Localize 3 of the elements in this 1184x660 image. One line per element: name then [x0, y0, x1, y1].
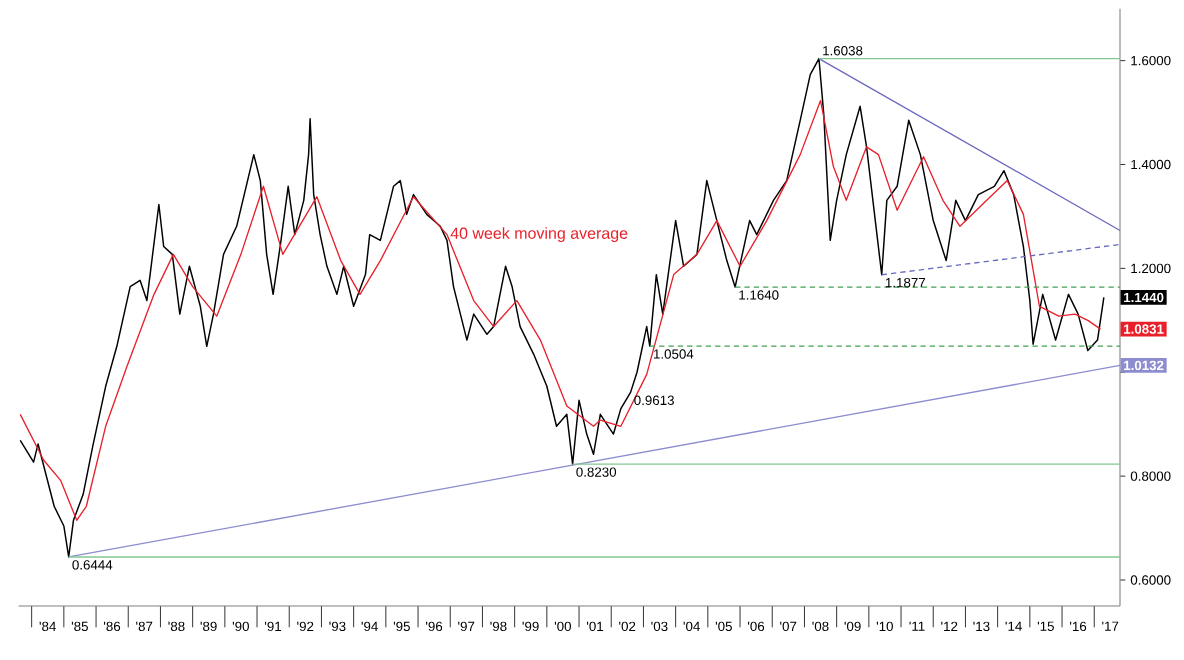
- annotation: 40 week moving average: [450, 227, 628, 243]
- line-series: [19, 57, 1105, 558]
- line-series: [19, 99, 1102, 521]
